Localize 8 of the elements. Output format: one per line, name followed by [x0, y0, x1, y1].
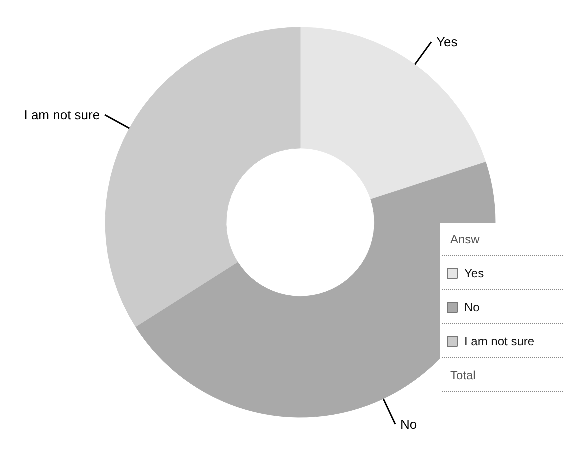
legend-label: I am not sure	[464, 334, 535, 348]
slice-label: I am not sure	[24, 108, 100, 123]
text: Total	[450, 368, 476, 382]
slice-label: Yes	[436, 34, 458, 50]
slice-label: No	[400, 416, 418, 432]
legend-label: No	[464, 300, 480, 314]
text: Answ	[450, 232, 480, 246]
legend-label: Yes	[464, 266, 484, 280]
